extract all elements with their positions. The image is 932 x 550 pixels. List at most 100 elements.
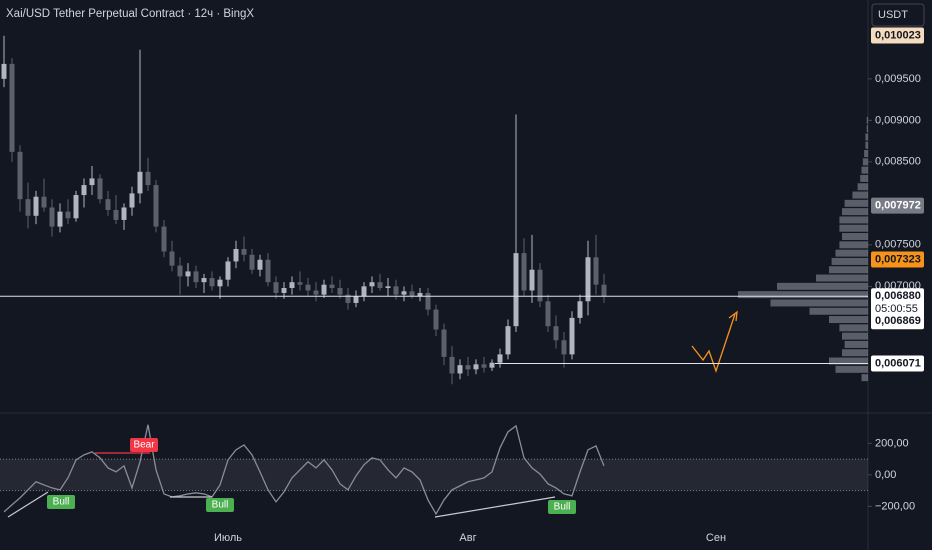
volume-profile-bar: [842, 208, 868, 216]
indicator-band: [0, 459, 868, 491]
candle-body: [105, 199, 111, 210]
volume-profile-bar: [861, 166, 868, 174]
candle-body: [393, 286, 399, 295]
candle-body: [529, 269, 535, 291]
candle-body: [129, 193, 135, 208]
volume-profile-bar: [835, 365, 868, 373]
volume-profile-bar: [777, 282, 868, 290]
price-badge-label: 0,006869: [875, 315, 921, 327]
candle-body: [17, 151, 23, 200]
signal-badge: [130, 438, 158, 452]
candle-body: [121, 207, 127, 220]
candle-body: [345, 294, 351, 303]
candle-body: [513, 253, 519, 327]
price-badge-label: 0,007972: [875, 200, 921, 212]
x-tick-label: Авг: [459, 532, 476, 544]
candle-body: [569, 317, 575, 355]
candle-body: [273, 282, 279, 293]
price-badge: [871, 288, 924, 319]
signal-label: Bear: [133, 440, 155, 451]
candle-body: [9, 63, 15, 152]
volume-profile-bar: [829, 357, 868, 365]
volume-profile-bar: [866, 125, 868, 133]
volume-profile-bar: [835, 249, 868, 257]
candle-body: [65, 211, 71, 219]
candle-body: [361, 286, 367, 297]
candle-body: [321, 284, 327, 295]
candle-body: [257, 259, 263, 270]
y-tick-label: 0,008500: [875, 156, 921, 168]
y-tick-label: 0,007500: [875, 239, 921, 251]
price-badge-label: 0,010023: [875, 29, 921, 41]
y-tick-label: 0,009500: [875, 73, 921, 85]
candle-body: [289, 282, 295, 288]
candle-body: [337, 287, 343, 295]
currency-button[interactable]: [871, 3, 925, 27]
candle-body: [473, 364, 479, 370]
volume-profile-bar: [852, 191, 868, 199]
volume-profile-bar: [866, 116, 868, 124]
indicator-line: [3, 424, 605, 516]
volume-profile-bar: [842, 332, 868, 340]
candle-body: [161, 226, 167, 252]
signal-badge: [548, 500, 576, 514]
volume-profile-bar: [816, 274, 868, 282]
candle-body: [305, 284, 311, 291]
volume-profile-bar: [865, 133, 868, 141]
volume-profile-bar: [857, 183, 868, 191]
volume-profile-bar: [865, 141, 868, 149]
price-badge-label: 0,007323: [875, 253, 921, 265]
candle-body: [505, 326, 511, 355]
candle-body: [457, 365, 463, 374]
candle-body: [401, 291, 407, 295]
candle-body: [593, 257, 599, 285]
candle-body: [521, 253, 527, 291]
signal-label: Bull: [554, 502, 571, 513]
candle-body: [57, 211, 63, 227]
candle-body: [553, 326, 559, 341]
candle-body: [433, 309, 439, 330]
candle-body: [177, 265, 183, 277]
candle-body: [25, 199, 31, 216]
currency-label[interactable]: USDT: [878, 9, 908, 21]
candle-body: [201, 278, 207, 283]
volume-profile-bar: [839, 241, 868, 249]
volume-profile-bar: [839, 224, 868, 232]
y-tick-label: 0,00: [875, 469, 896, 481]
candle-body: [193, 271, 199, 283]
candle-body: [89, 178, 95, 186]
signal-badge: [47, 495, 75, 509]
y-tick-label: −200,00: [875, 500, 915, 512]
price-badge: [871, 313, 924, 330]
candle-body: [441, 329, 447, 357]
y-tick-label: 200,00: [875, 437, 909, 449]
volume-profile-bar: [861, 374, 868, 382]
candle-body: [489, 362, 495, 368]
candle-body: [449, 356, 455, 374]
volume-profile-bar: [829, 316, 868, 324]
candle-body: [329, 284, 335, 288]
candle-body: [169, 251, 175, 266]
candle-body: [233, 248, 239, 262]
candle-body: [225, 261, 231, 280]
volume-profile-bar: [738, 291, 868, 299]
candle-body: [417, 292, 423, 297]
candle-body: [153, 185, 159, 227]
candle-body: [41, 196, 47, 208]
signal-label: Bull: [212, 500, 229, 511]
candle-body: [313, 290, 319, 295]
divergence-line: [7, 491, 49, 518]
volume-profile-bar: [864, 150, 868, 158]
volume-profile-bar: [839, 216, 868, 224]
candle-body: [217, 279, 223, 287]
candle-body: [425, 292, 431, 310]
price-badge: [871, 355, 924, 372]
candle-body: [601, 284, 607, 297]
candle-body: [241, 248, 247, 255]
candle-body: [497, 354, 503, 363]
volume-profile-bar: [862, 158, 868, 166]
candle-body: [297, 282, 303, 285]
volume-profile-bar: [842, 233, 868, 241]
volume-profile-bar: [842, 349, 868, 357]
